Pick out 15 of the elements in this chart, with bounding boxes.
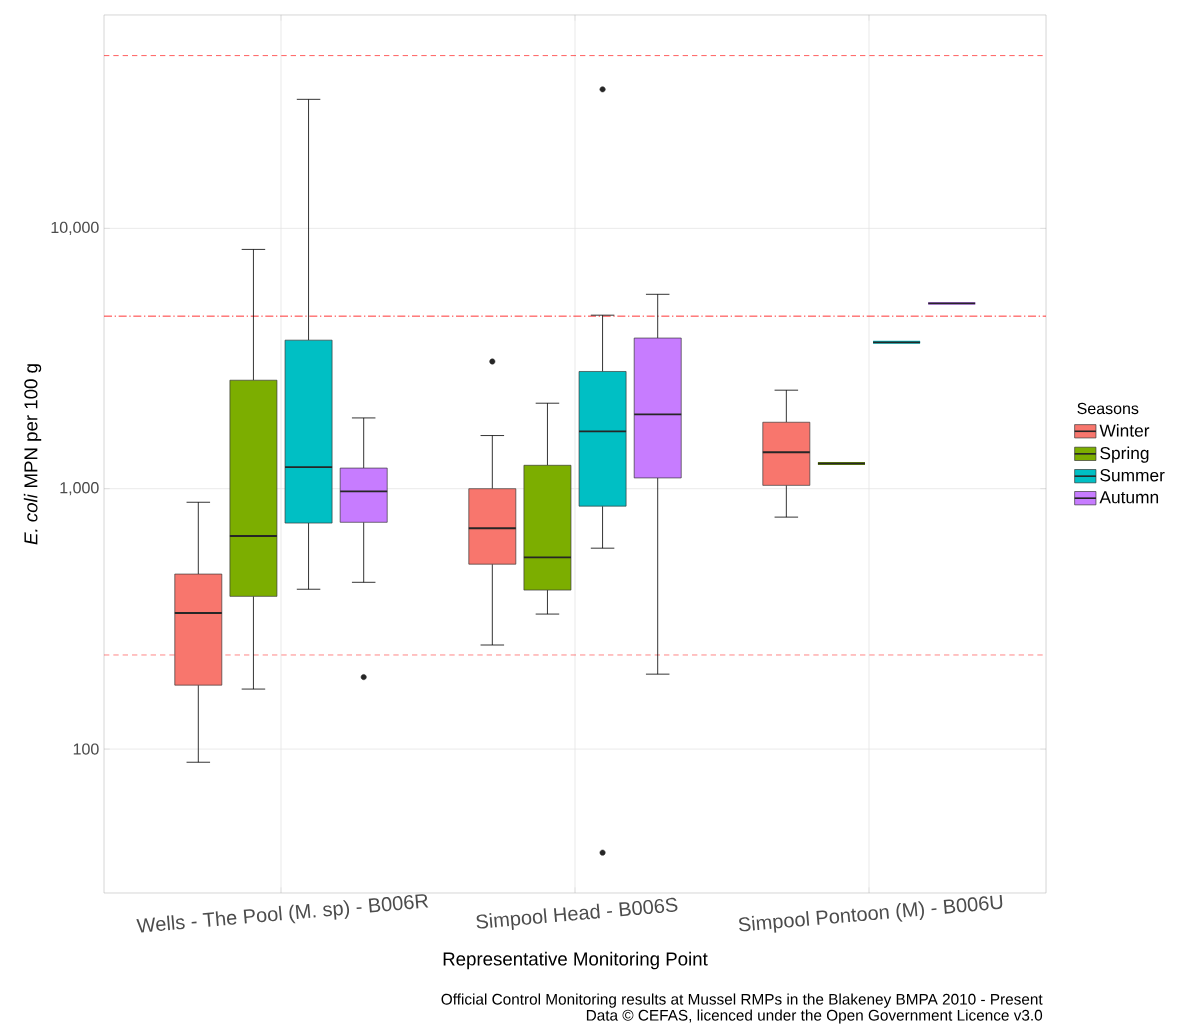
- y-tick-label: 10,000: [51, 221, 99, 236]
- x-tick-label: Simpool Head - B006S: [476, 897, 678, 931]
- y-axis-title: E. coli MPN per 100 g: [23, 364, 42, 545]
- legend-label: Summer: [1100, 469, 1165, 482]
- text: Official Control Monitoring results at Mussel RMPs in the Blakeney BMPA 2010 - Present: [441, 993, 1043, 1008]
- legend-label: Spring: [1100, 446, 1149, 463]
- x-tick-label: Simpool Pontoon (M) - B006U: [739, 895, 1003, 933]
- x-tick-label: Wells - The Pool (M. sp) - B006R: [136, 894, 429, 933]
- legend-label: Autumn: [1099, 491, 1159, 504]
- legend-title: Seasons: [1077, 402, 1139, 415]
- legend-label: Winter: [1099, 424, 1150, 437]
- y-tick-label: 1,000: [60, 482, 99, 496]
- text: Data © CEFAS, licenced under the Open Government Licence v3.0: [586, 1009, 1043, 1024]
- x-axis-title: Representative Monitoring Point: [443, 951, 708, 970]
- y-tick-label: 100: [73, 743, 99, 755]
